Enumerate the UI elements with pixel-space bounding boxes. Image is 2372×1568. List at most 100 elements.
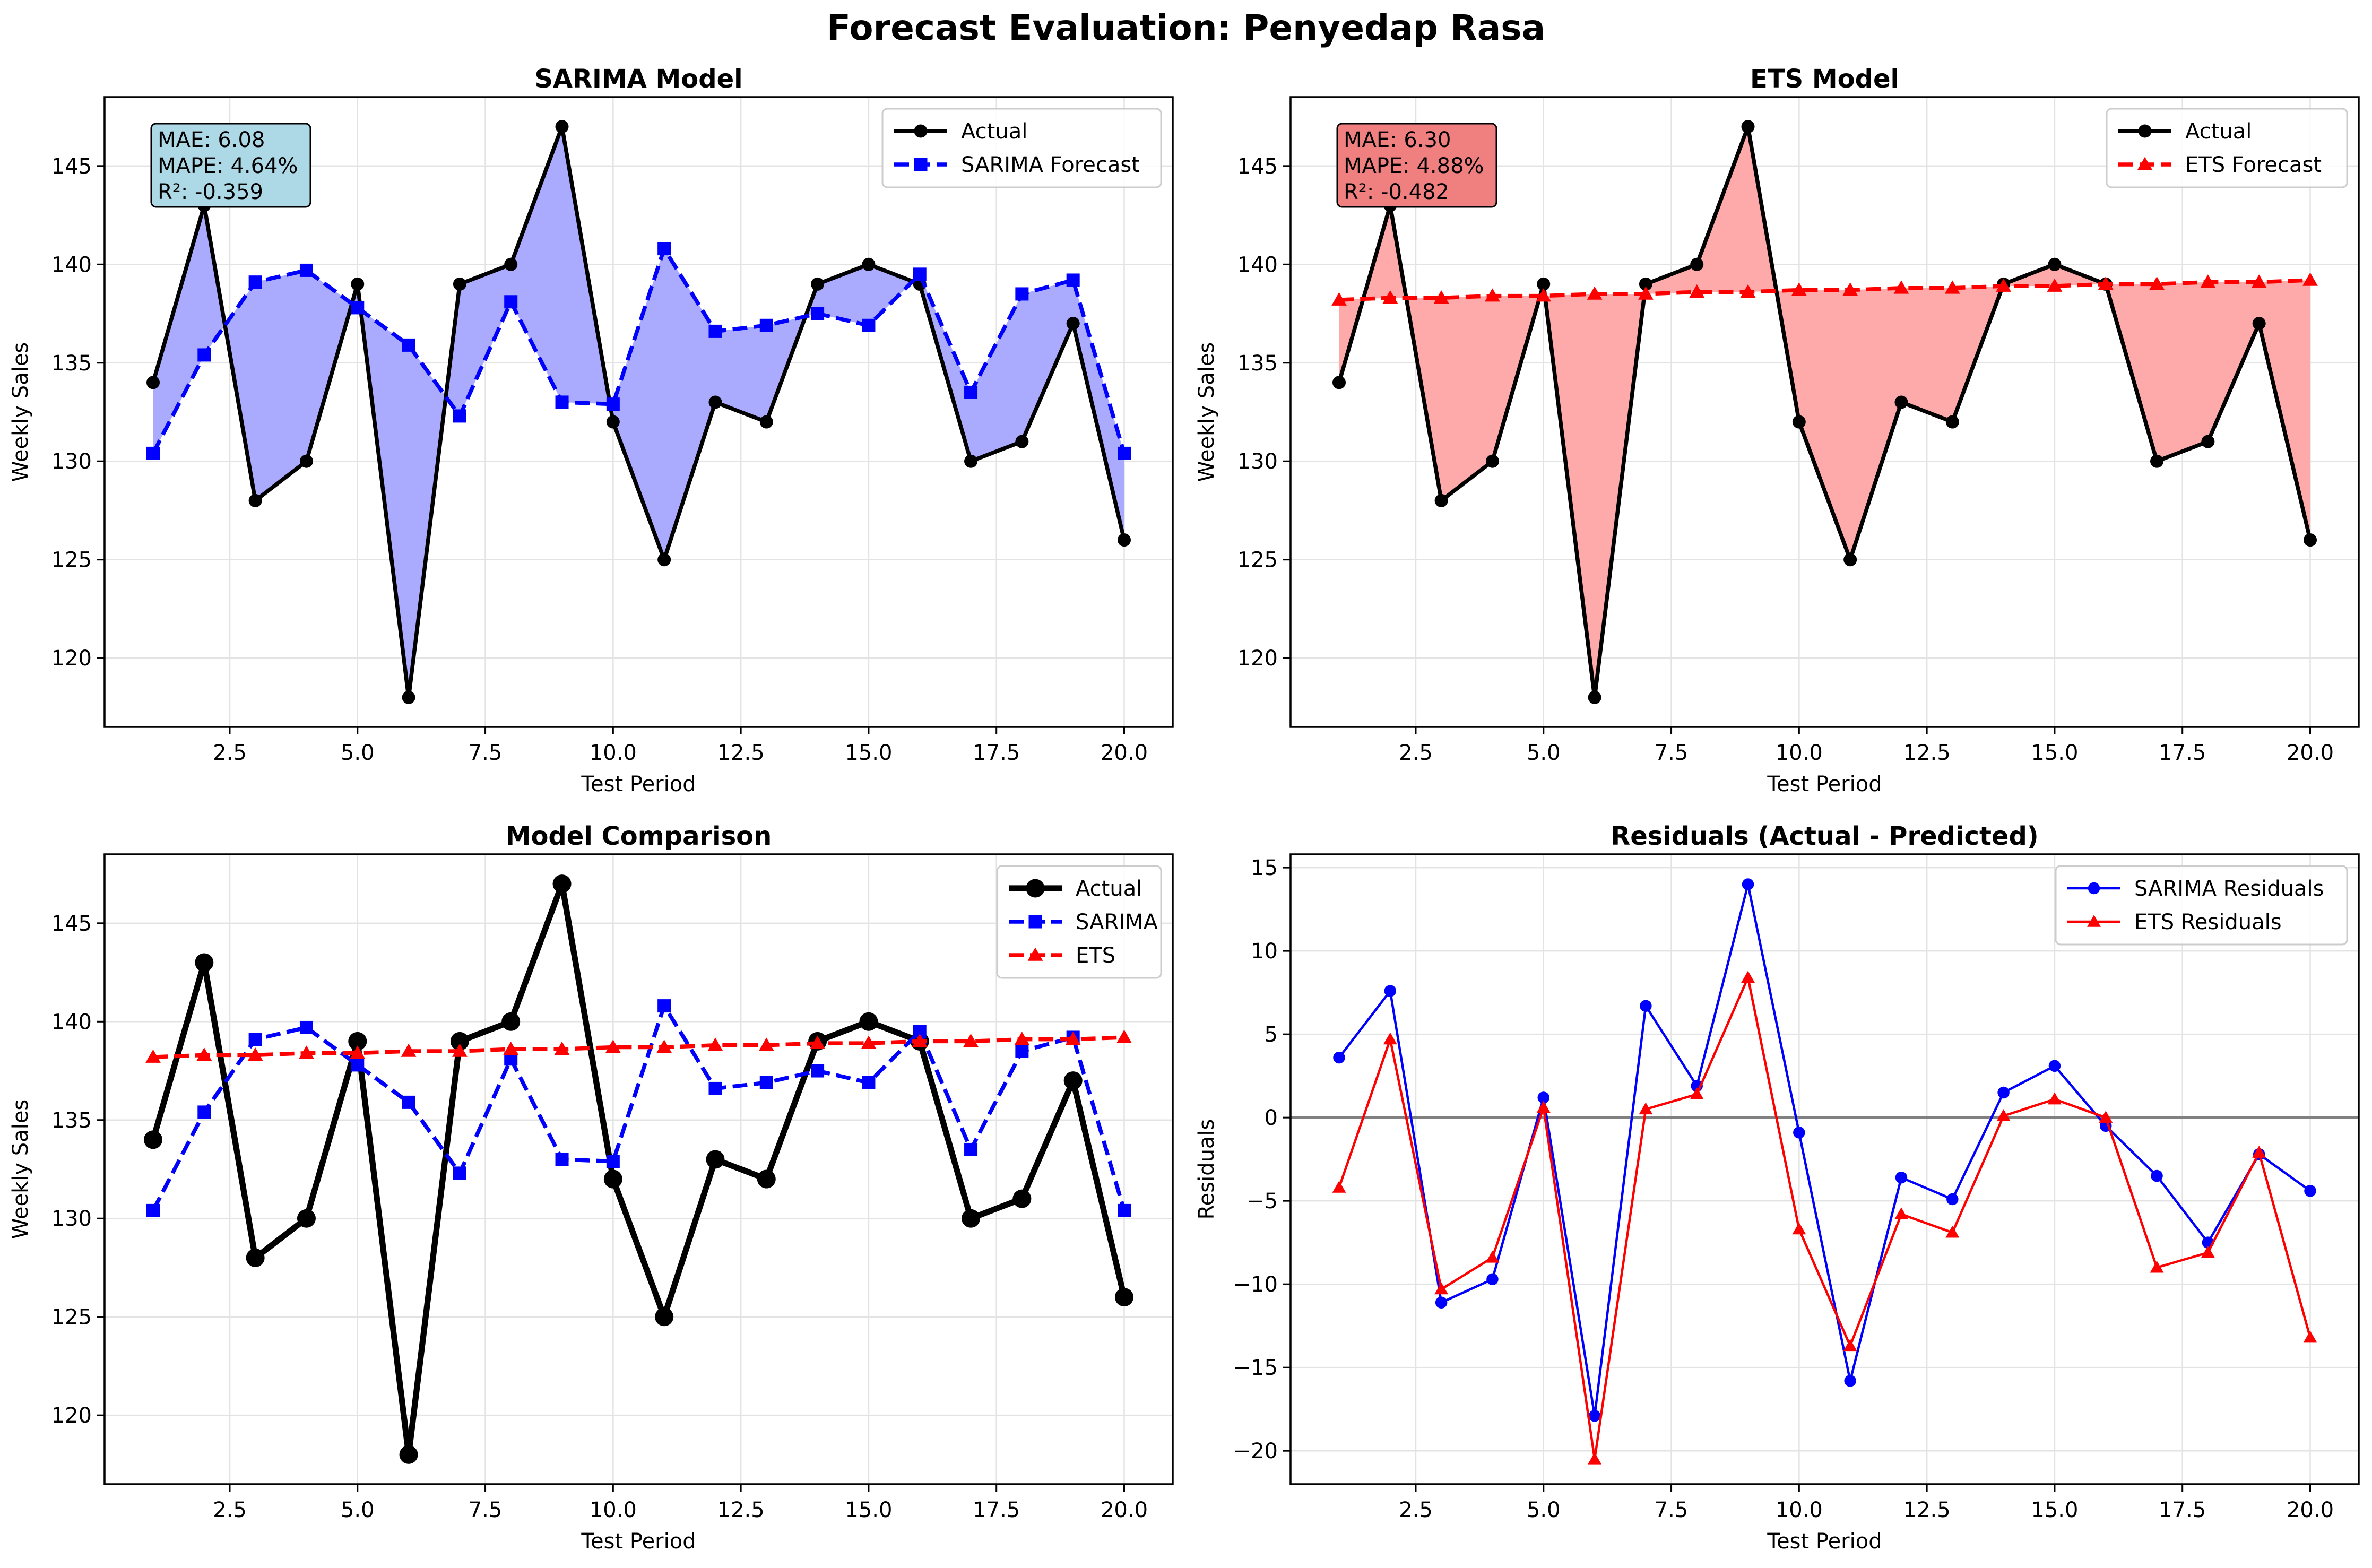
data-point <box>859 1012 878 1031</box>
y-tick-label: 135 <box>1237 351 1278 376</box>
data-point <box>1536 288 1552 302</box>
data-point <box>1536 1101 1551 1113</box>
data-point <box>1434 493 1448 507</box>
data-point <box>1118 533 1131 547</box>
data-point <box>2048 1060 2061 1072</box>
data-point <box>501 1012 521 1031</box>
data-point <box>503 1041 519 1055</box>
legend-marker <box>1027 947 1043 961</box>
x-tick-label: 10.0 <box>590 741 637 765</box>
x-tick-label: 20.0 <box>2287 1498 2334 1522</box>
data-point <box>351 1058 365 1072</box>
y-tick-label: 130 <box>1237 449 1278 474</box>
data-point <box>1944 280 1960 294</box>
data-point <box>552 874 572 894</box>
figure-title: Forecast Evaluation: Penyedap Rasa <box>826 7 1546 48</box>
data-point <box>2252 317 2266 331</box>
data-point <box>1894 1207 1908 1219</box>
series-actual <box>146 120 1131 704</box>
series-line <box>1337 124 2313 700</box>
data-point <box>453 409 466 423</box>
data-point <box>1587 286 1603 300</box>
data-point <box>248 1033 262 1046</box>
data-point <box>811 277 825 291</box>
data-point <box>656 1039 672 1053</box>
data-point <box>248 493 262 507</box>
y-tick-label: 145 <box>51 154 92 179</box>
metrics-text: R²: -0.359 <box>158 180 263 204</box>
x-tick-label: 10.0 <box>1776 741 1823 765</box>
data-point <box>1740 284 1756 298</box>
y-tick-label: 125 <box>51 548 92 573</box>
data-point <box>708 324 722 338</box>
data-point <box>1844 1375 1856 1387</box>
data-point <box>758 1037 774 1051</box>
legend-marker <box>914 158 928 171</box>
data-point <box>964 385 978 399</box>
data-point <box>1895 1171 1908 1184</box>
x-tick-label: 20.0 <box>1101 741 1148 765</box>
data-point <box>297 1209 316 1228</box>
x-tick-label: 5.0 <box>1527 1498 1561 1522</box>
data-point <box>1894 395 1908 409</box>
chart-panel-2: 2.5 5.0 7.5 10.0 12.5 15.0 17.5 20.0 120 125 130 13… <box>1194 64 2360 796</box>
data-point <box>1015 435 1029 448</box>
x-tick-label: 7.5 <box>469 741 503 765</box>
data-point <box>2304 1185 2316 1197</box>
x-tick-label: 2.5 <box>1399 1498 1433 1522</box>
legend-marker <box>2138 124 2152 138</box>
legend-frame <box>2106 108 2348 188</box>
data-point <box>402 338 415 352</box>
x-tick-label: 15.0 <box>845 1498 892 1522</box>
plot-frame <box>1289 96 2360 728</box>
data-point <box>1640 1000 1652 1012</box>
chart-title: Residuals (Actual - Predicted) <box>1611 821 2039 851</box>
data-point <box>1537 1091 1550 1104</box>
data-point <box>350 1045 366 1059</box>
x-tick-label: 10.0 <box>1776 1498 1823 1522</box>
data-point <box>1066 317 1080 331</box>
legend-label: SARIMA Forecast <box>961 153 1140 177</box>
y-axis-label: Weekly Sales <box>1194 342 1219 482</box>
data-point <box>1485 288 1500 302</box>
data-point <box>453 1166 466 1180</box>
legend: SARIMA Residuals ETS Residuals <box>2055 865 2348 946</box>
data-point <box>2151 1169 2163 1182</box>
data-point <box>195 953 214 972</box>
data-point <box>401 1043 417 1057</box>
data-point <box>1843 553 1857 567</box>
y-tick-label: 120 <box>51 1404 92 1428</box>
data-point <box>504 257 518 271</box>
series-line <box>151 124 1127 700</box>
legend: Actual SARIMA ETS <box>996 865 1162 979</box>
x-tick-label: 12.5 <box>1903 741 1951 765</box>
data-point <box>450 1032 469 1051</box>
data-point <box>453 277 466 291</box>
series-actual <box>1332 120 2317 704</box>
data-point <box>963 1034 979 1047</box>
data-point <box>2149 276 2165 290</box>
data-point <box>606 397 620 411</box>
data-point <box>862 257 876 271</box>
y-tick-label: 145 <box>1237 154 1278 179</box>
plot-frame <box>103 853 1174 1485</box>
series-line <box>1338 883 2311 1417</box>
plot-frame <box>103 96 1174 728</box>
x-tick-label: 20.0 <box>2287 741 2334 765</box>
x-tick-label: 17.5 <box>2159 741 2206 765</box>
data-point <box>1333 1051 1345 1064</box>
x-tick-label: 15.0 <box>2031 741 2078 765</box>
data-point <box>1331 292 1347 306</box>
legend-label: Actual <box>2185 119 2252 144</box>
y-tick-label: 135 <box>51 1108 92 1133</box>
data-point <box>1115 1288 1133 1307</box>
y-tick-label: −20 <box>1233 1439 1278 1463</box>
data-point <box>504 295 518 309</box>
data-point <box>1384 985 1397 997</box>
data-point <box>1639 1102 1653 1115</box>
data-point <box>964 454 978 468</box>
data-point <box>603 1169 622 1189</box>
data-point <box>2150 1260 2164 1273</box>
series-line <box>1339 278 2310 302</box>
data-point <box>1639 277 1652 291</box>
